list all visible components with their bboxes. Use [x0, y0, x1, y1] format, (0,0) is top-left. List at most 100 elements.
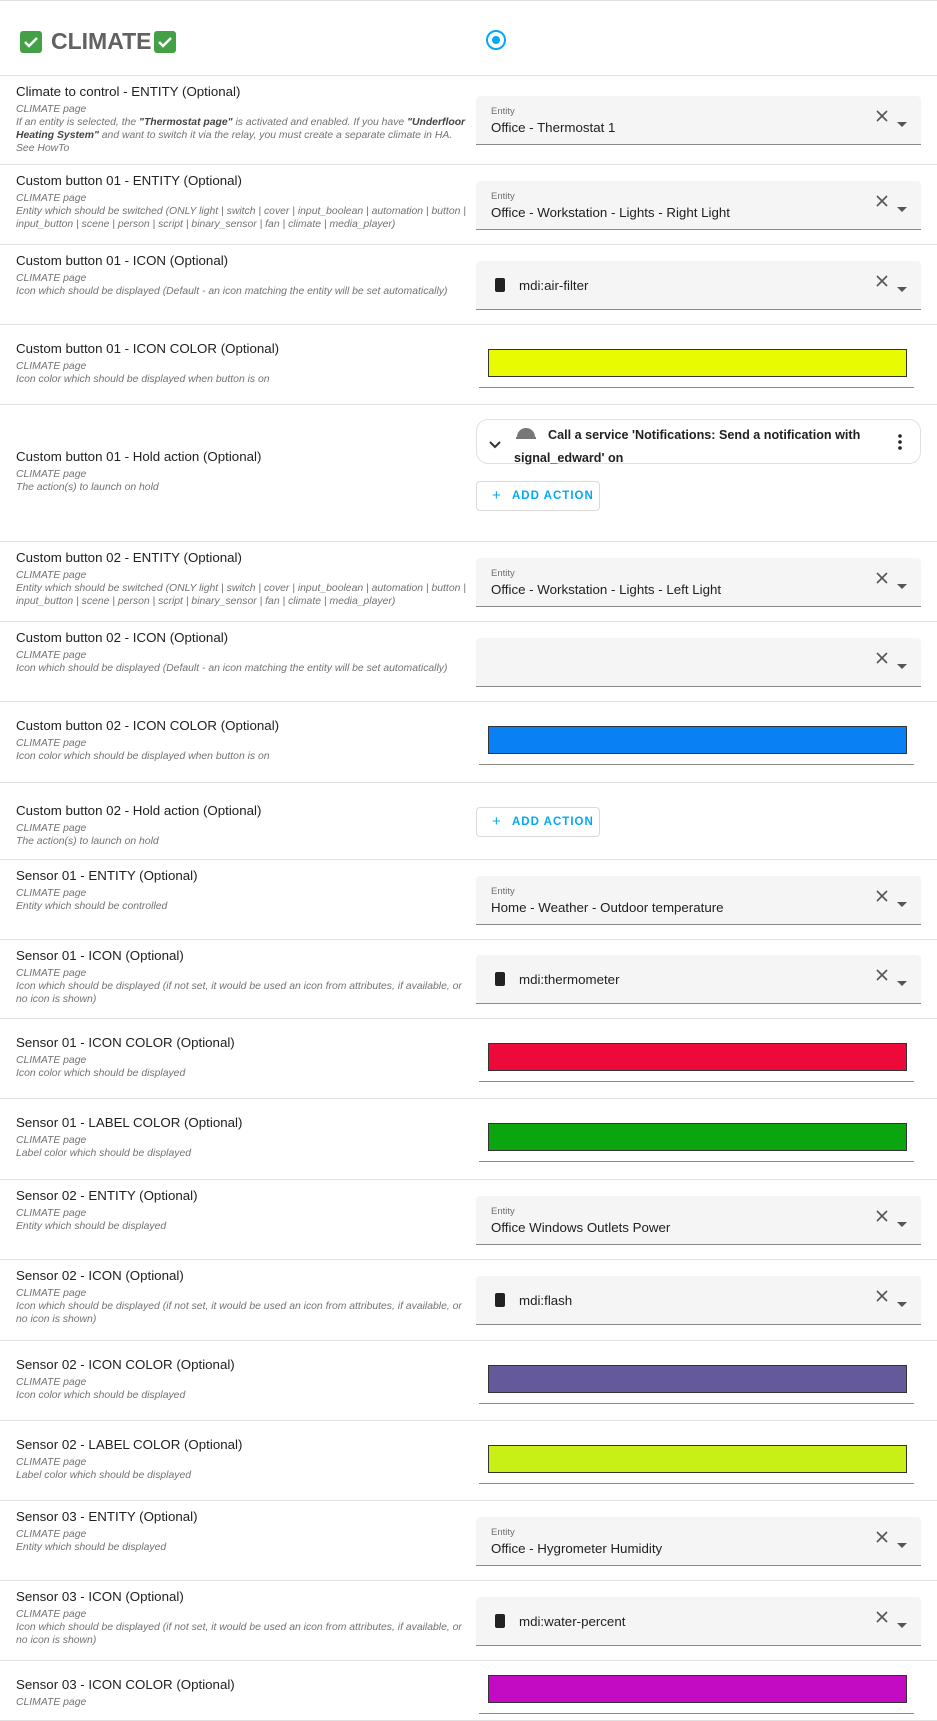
setting-label: Sensor 01 - ICON COLOR (Optional)	[16, 1035, 235, 1050]
dropdown-arrow[interactable]	[897, 1536, 907, 1554]
radio-button[interactable]	[486, 30, 506, 50]
entity-picker[interactable]: Entity Office Windows Outlets Power	[476, 1196, 921, 1245]
field-caption: Entity	[491, 1206, 515, 1217]
dropdown-arrow[interactable]	[897, 577, 907, 595]
dropdown-arrow[interactable]	[897, 1616, 907, 1634]
icon-picker[interactable]	[476, 638, 921, 687]
field-icon	[492, 1291, 508, 1314]
field-value: mdi:flash	[519, 1293, 573, 1308]
field-value: Office - Hygrometer Humidity	[491, 1541, 663, 1556]
setting-info: Sensor 03 - ENTITY (Optional) CLIMATE pag…	[0, 1501, 476, 1580]
add-action-button[interactable]: ADD ACTION	[476, 481, 600, 511]
setting-label: Climate to control - ENTITY (Optional)	[16, 84, 241, 99]
clear-button[interactable]	[875, 1209, 889, 1228]
entity-picker[interactable]: Entity Office - Workstation - Lights - Le…	[476, 558, 921, 607]
color-picker[interactable]	[479, 1038, 914, 1082]
setting-page: CLIMATE page	[16, 1697, 87, 1708]
clear-button[interactable]	[875, 968, 889, 987]
icon	[897, 122, 907, 127]
color-picker[interactable]	[479, 1118, 914, 1162]
icon-picker[interactable]: mdi:water-percent	[476, 1597, 921, 1646]
color-picker[interactable]	[479, 721, 914, 765]
setting-description: Entity which should be switched (ONLY li…	[16, 206, 466, 230]
dropdown-arrow[interactable]	[897, 657, 907, 675]
setting-label: Custom button 02 - ICON (Optional)	[16, 630, 229, 645]
icon	[897, 664, 907, 669]
action-card[interactable]: Call a service 'Notifications: Send a no…	[476, 419, 921, 465]
description-part: is activated and enabled. If you have	[232, 117, 408, 128]
icon-picker[interactable]: mdi:air-filter	[476, 261, 921, 310]
entity-picker[interactable]: Entity Home - Weather - Outdoor temperatu…	[476, 876, 921, 925]
setting-page: CLIMATE page	[16, 1609, 87, 1620]
dropdown-arrow[interactable]	[897, 1295, 907, 1313]
setting-info: Custom button 01 - ICON COLOR (Optional)…	[0, 325, 476, 404]
dropdown-arrow[interactable]	[897, 895, 907, 913]
setting-label: Custom button 01 - ENTITY (Optional)	[16, 173, 242, 188]
setting-row: Custom button 02 - ICON (Optional) CLIMAT…	[0, 622, 937, 702]
field-value: Office - Thermostat 1	[491, 120, 616, 135]
entity-picker[interactable]: Entity Office - Hygrometer Humidity	[476, 1517, 921, 1566]
clear-button[interactable]	[875, 1530, 889, 1549]
setting-control: Entity Office - Workstation - Lights - Le…	[476, 542, 921, 621]
icon-picker[interactable]: mdi:thermometer	[476, 955, 921, 1004]
icon	[897, 584, 907, 589]
entity-picker[interactable]: Entity Office - Workstation - Lights - Ri…	[476, 181, 921, 230]
icon-picker[interactable]: mdi:flash	[476, 1276, 921, 1325]
setting-description: Icon color which should be displayed whe…	[16, 374, 270, 385]
clear-button[interactable]	[875, 109, 889, 128]
clear-button[interactable]	[875, 1289, 889, 1308]
dropdown-arrow[interactable]	[897, 115, 907, 133]
setting-page: CLIMATE page	[16, 1377, 87, 1388]
setting-description: If an entity is selected, the "Thermosta…	[16, 116, 466, 155]
field-icon	[492, 970, 508, 993]
color-swatch	[488, 1445, 907, 1473]
clear-button[interactable]	[875, 571, 889, 590]
entity-picker[interactable]: Entity Office - Thermostat 1	[476, 96, 921, 145]
setting-label: Custom button 02 - ICON COLOR (Optional)	[16, 718, 280, 733]
icon	[495, 972, 505, 986]
color-swatch	[488, 1675, 907, 1703]
checkbox[interactable]	[20, 31, 42, 53]
setting-description: Icon color which should be displayed	[16, 1068, 186, 1079]
field-value: mdi:air-filter	[519, 278, 589, 293]
setting-description: Icon which should be displayed (if not s…	[16, 1301, 462, 1325]
setting-page: CLIMATE page	[16, 1055, 87, 1066]
setting-control: mdi:air-filter	[476, 245, 921, 324]
dropdown-arrow[interactable]	[897, 280, 907, 298]
color-picker[interactable]	[479, 1440, 914, 1484]
setting-page: CLIMATE page	[16, 193, 87, 204]
icon	[495, 278, 505, 292]
icon	[876, 890, 888, 902]
color-picker[interactable]	[479, 1670, 914, 1714]
icon	[876, 275, 888, 287]
action-menu[interactable]	[898, 434, 902, 455]
clear-button[interactable]	[875, 1610, 889, 1629]
expand-chevron[interactable]	[489, 436, 501, 454]
clear-button[interactable]	[875, 274, 889, 293]
setting-page: CLIMATE page	[16, 1457, 87, 1468]
clear-button[interactable]	[875, 194, 889, 213]
color-picker[interactable]	[479, 344, 914, 388]
icon	[876, 652, 888, 664]
field-caption: Entity	[491, 1527, 515, 1538]
icon	[897, 981, 907, 986]
clear-button[interactable]	[875, 651, 889, 670]
dropdown-arrow[interactable]	[897, 1215, 907, 1233]
setting-info: Custom button 02 - ICON (Optional) CLIMAT…	[0, 622, 476, 701]
dropdown-arrow[interactable]	[897, 200, 907, 218]
clear-button[interactable]	[875, 889, 889, 908]
add-action-button[interactable]: ADD ACTION	[476, 807, 600, 837]
field-value: Home - Weather - Outdoor temperature	[491, 900, 724, 915]
color-picker[interactable]	[479, 1360, 914, 1404]
icon	[876, 1290, 888, 1302]
setting-control	[476, 702, 921, 782]
setting-row: Sensor 01 - ENTITY (Optional) CLIMATE pag…	[0, 860, 937, 940]
icon	[897, 1222, 907, 1227]
icon	[489, 441, 501, 449]
setting-description: Entity which should be displayed	[16, 1542, 167, 1553]
dropdown-arrow[interactable]	[897, 974, 907, 992]
setting-control	[476, 1019, 921, 1098]
setting-info: Climate to control - ENTITY (Optional) CL…	[0, 76, 476, 164]
checkbox[interactable]	[154, 31, 176, 53]
setting-row: Sensor 03 - ICON (Optional) CLIMATE page I…	[0, 1581, 937, 1661]
